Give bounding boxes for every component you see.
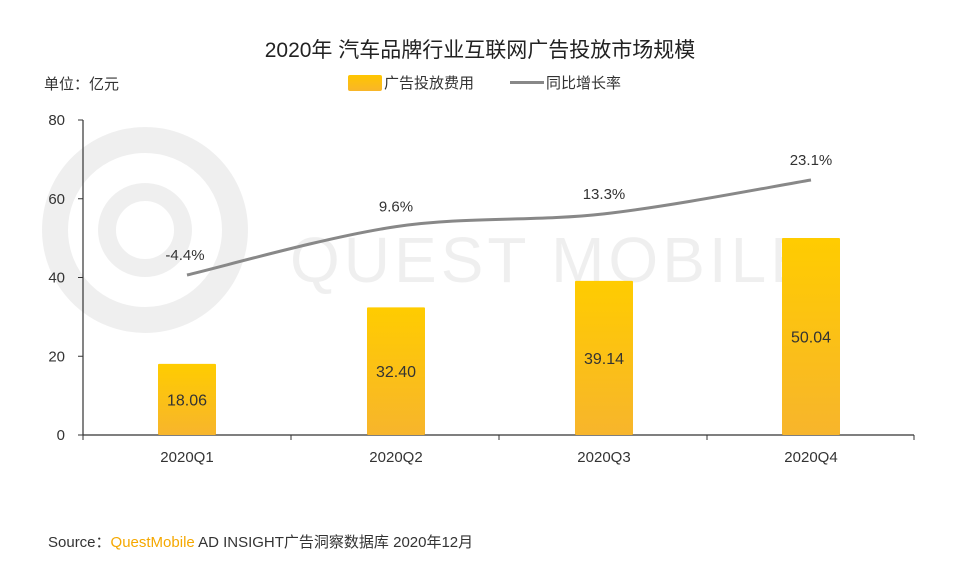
bar-series: 18.06 32.40 39.14 50.04 <box>158 237 840 435</box>
line-value-label: 13.3% <box>583 186 626 203</box>
legend-label-bar: 广告投放费用 <box>384 75 475 92</box>
legend-item-line: 同比增长率 <box>510 72 621 93</box>
line-value-label: 9.6% <box>379 199 413 216</box>
source-rest: AD INSIGHT广告洞察数据库 2020年12月 <box>194 534 474 551</box>
legend-swatch-line <box>510 81 545 84</box>
bar-value-label: 18.06 <box>167 392 207 409</box>
bar <box>782 237 840 435</box>
watermark-text: QUEST MOBILE <box>290 224 817 296</box>
line-series: -4.4% 9.6% 13.3% 23.1% <box>165 152 833 277</box>
source-prefix: Source： <box>48 534 111 551</box>
x-tick-label: 2020Q1 <box>160 449 213 466</box>
line-value-label: -4.4% <box>165 247 204 264</box>
unit-label: 单位：亿元 <box>44 76 120 93</box>
bar <box>575 280 633 435</box>
line-value-label: 23.1% <box>790 152 833 169</box>
bar-value-label: 39.14 <box>584 351 624 368</box>
y-tick-label: 0 <box>57 427 65 444</box>
legend-label-line: 同比增长率 <box>546 75 622 92</box>
y-tick-label: 60 <box>48 191 65 208</box>
legend: 广告投放费用 同比增长率 <box>348 72 657 93</box>
x-tick-label: 2020Q4 <box>784 449 837 466</box>
bar <box>367 307 425 435</box>
bar-value-label: 32.40 <box>376 364 416 381</box>
watermark-logo: QUEST MOBILE <box>42 127 817 333</box>
x-tick-label: 2020Q2 <box>369 449 422 466</box>
chart-title: 2020年 汽车品牌行业互联网广告投放市场规模 <box>264 39 696 62</box>
legend-swatch-bar <box>348 74 382 91</box>
y-tick-label: 80 <box>48 112 65 129</box>
y-tick-label: 20 <box>48 348 65 365</box>
source-brand: QuestMobile <box>110 534 195 551</box>
source-note: Source：QuestMobile AD INSIGHT广告洞察数据库 202… <box>48 531 473 552</box>
legend-item-bar: 广告投放费用 <box>348 72 474 93</box>
bar-value-label: 50.04 <box>791 329 831 346</box>
bar <box>158 363 216 435</box>
axes: 0 20 40 60 80 2020Q1 2020Q2 2020Q3 2020Q4 <box>48 112 915 466</box>
y-tick-label: 40 <box>48 270 65 287</box>
x-tick-label: 2020Q3 <box>577 449 630 466</box>
growth-line <box>186 178 812 277</box>
